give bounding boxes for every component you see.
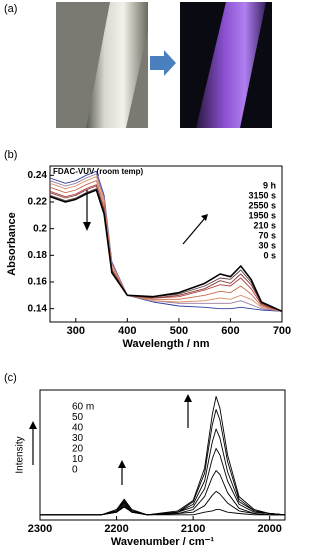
y-tick-label: 0.2 — [33, 223, 47, 234]
legend-label: 1950 s — [248, 210, 276, 220]
y-axis-title: Absorbance — [6, 212, 18, 276]
legend-label: 10 — [72, 454, 84, 465]
series-line — [49, 188, 283, 312]
y-tick-label: 0.18 — [28, 250, 48, 261]
arrowhead — [184, 394, 192, 402]
legend-label: 40 — [72, 423, 84, 434]
panel-label: (c) — [4, 372, 17, 384]
legend-label: 70 s — [258, 230, 276, 240]
series-line — [49, 176, 283, 312]
series-line — [49, 184, 283, 312]
x-tick-label: 2200 — [104, 523, 128, 535]
x-axis-title: Wavelength / nm — [123, 338, 210, 350]
plot-frame — [39, 389, 286, 521]
arrow — [182, 217, 206, 245]
series-line — [40, 470, 285, 516]
series-line — [40, 396, 286, 516]
fiber-before — [86, 2, 148, 128]
legend-label: 2550 s — [248, 200, 276, 210]
panel-label: (b) — [4, 149, 17, 161]
panel-label: (a) — [4, 3, 17, 15]
arrowhead — [118, 460, 126, 468]
x-tick-label: 2000 — [257, 523, 281, 535]
fiber-after — [196, 2, 266, 128]
series-line — [49, 185, 283, 312]
y-tick-label: 0.16 — [28, 277, 48, 288]
legend-label: 50 — [72, 412, 84, 423]
y-tick-label: 0.22 — [28, 197, 48, 208]
x-tick-label: 2300 — [28, 523, 52, 535]
y-tick-label: 0.24 — [28, 170, 48, 181]
chart-title: FDAC-VUV (room temp) — [53, 167, 144, 176]
legend-label: 60 m — [72, 402, 94, 413]
legend-label: 30 s — [258, 240, 276, 250]
x-axis-title: Wavenumber / cm⁻¹ — [111, 536, 215, 548]
plot-frame — [49, 165, 283, 323]
series-line — [49, 189, 283, 313]
legend-label: 20 — [72, 444, 84, 455]
series-line — [49, 170, 283, 312]
arrowhead — [83, 222, 91, 231]
series-line — [49, 180, 283, 312]
x-tick-label: 700 — [273, 325, 291, 337]
x-tick-label: 2100 — [181, 523, 205, 535]
x-tick-label: 600 — [221, 325, 239, 337]
legend-label: 0 — [72, 465, 78, 476]
legend-label: 9 h — [263, 180, 276, 190]
legend-label: 210 s — [253, 220, 276, 230]
y-tick-label: 0.14 — [28, 303, 48, 314]
arrow — [150, 50, 176, 76]
series-line — [40, 409, 286, 516]
legend-label: 30 — [72, 433, 84, 444]
legend-label: 0 s — [263, 250, 276, 260]
arrowhead — [29, 421, 37, 429]
y-axis-title: Intensity — [15, 436, 26, 473]
x-tick-label: 400 — [118, 325, 136, 337]
x-tick-label: 500 — [170, 325, 188, 337]
figure: (a) (b) (c) 300 400 500 600 7000.140.160.180… — [4, 2, 291, 548]
legend-label: 3150 s — [248, 190, 276, 200]
arrowhead — [201, 214, 208, 221]
x-tick-label: 300 — [67, 325, 85, 337]
